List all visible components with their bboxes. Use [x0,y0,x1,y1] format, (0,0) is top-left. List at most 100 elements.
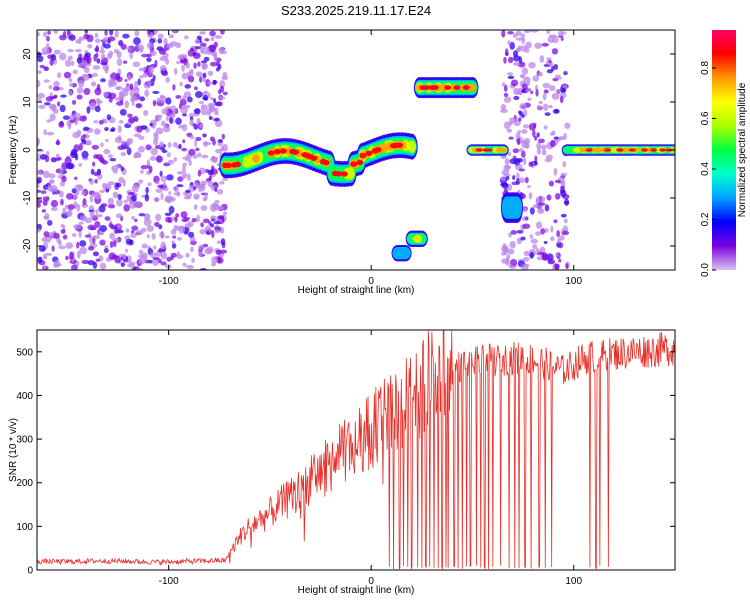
noise-blob [547,259,556,265]
noise-blob [131,194,137,202]
noise-blob [560,213,567,218]
noise-blob [207,70,214,76]
noise-blob [149,155,157,161]
noise-blob [64,156,72,165]
noise-blob [37,183,40,189]
noise-blob [149,50,157,56]
noise-blob [545,154,554,160]
x-tick-label: 0 [368,276,374,287]
noise-blob [73,112,81,119]
noise-blob [203,142,212,146]
noise-blob [143,218,152,227]
noise-blob [171,240,175,244]
noise-blob [521,83,528,90]
noise-blob [182,262,187,267]
noise-blob [137,78,141,86]
noise-blob [183,172,188,179]
noise-blob [92,234,101,240]
noise-blob [189,135,195,140]
noise-blob [60,224,65,228]
noise-blob [159,231,165,238]
noise-blob [63,71,72,79]
noise-blob [81,139,87,145]
noise-blob [176,60,181,65]
noise-blob [122,60,128,64]
noise-blob [145,214,151,219]
noise-blob [69,251,74,260]
noise-blob [563,218,568,224]
noise-blob [524,48,530,53]
noise-blob [62,234,68,240]
noise-blob [202,133,207,138]
noise-blob [529,207,535,215]
noise-blob [116,229,124,234]
noise-blob [547,35,555,44]
noise-blob [37,153,40,157]
y-tick-label: -10 [22,190,33,205]
noise-blob [202,104,208,111]
noise-blob [131,225,139,231]
spectrogram-plot-area [37,30,675,270]
noise-blob [556,230,560,238]
noise-blob [193,185,197,191]
noise-blob [219,226,225,234]
noise-blob [534,231,542,236]
noise-blob [184,84,192,89]
noise-blob [561,87,566,93]
noise-blob [509,240,516,249]
noise-blob [209,136,215,142]
noise-blob [542,92,547,101]
noise-blob [555,252,559,257]
noise-blob [104,30,108,36]
noise-blob [117,193,122,200]
noise-blob [522,256,530,262]
noise-blob [155,127,164,135]
spectral-blob [511,196,523,219]
noise-blob [95,53,99,58]
noise-blob [166,43,174,49]
noise-blob [521,129,528,134]
noise-blob [82,198,87,206]
noise-blob [113,240,117,248]
noise-blob [558,242,564,249]
noise-blob [199,229,206,235]
noise-blob [71,188,77,194]
noise-blob [221,143,228,152]
noise-blob [202,197,207,202]
noise-blob [134,218,138,223]
noise-blob [207,169,214,176]
noise-blob [115,182,122,188]
spectral-blob [292,149,300,155]
spectral-blob [365,150,373,157]
noise-blob [57,72,62,79]
noise-blob [163,125,171,133]
noise-blob [43,66,49,72]
noise-blob [146,159,151,167]
noise-blob [90,168,95,175]
noise-blob [70,151,78,159]
noise-blob [145,186,149,194]
spectral-blob [346,167,355,180]
noise-blob [65,242,74,249]
noise-blob [138,256,146,265]
noise-blob [83,126,90,131]
noise-blob [209,203,217,212]
noise-blob [219,80,226,88]
noise-blob [44,102,51,106]
noise-blob [148,165,153,174]
noise-blob [212,79,217,86]
noise-blob [124,78,128,83]
colorbar-tick-label: 0.0 [700,263,711,277]
y-tick-label: 200 [16,478,33,489]
x-tick-label: -100 [159,576,179,587]
noise-blob [41,209,47,213]
noise-blob [103,43,111,49]
noise-blob [48,173,56,179]
noise-blob [107,36,116,42]
noise-blob [149,31,154,38]
noise-blob [544,112,551,117]
noise-blob [52,86,60,91]
noise-blob [193,62,197,69]
noise-blob [103,247,109,254]
noise-blob [182,165,186,173]
